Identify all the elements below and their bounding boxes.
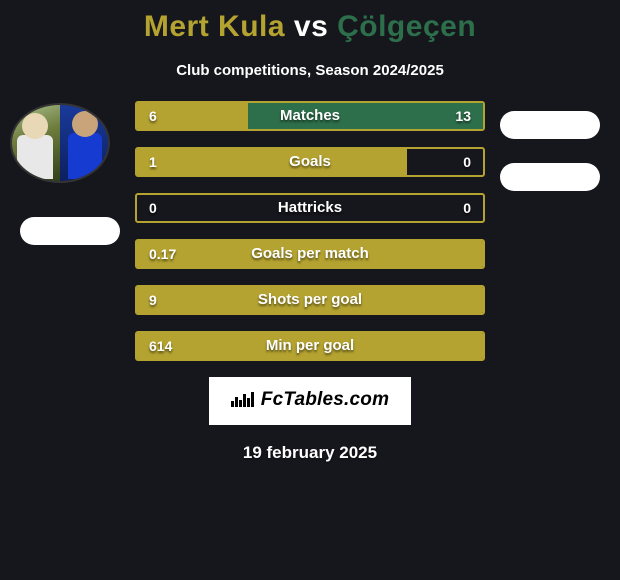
comparison-card: Mert Kula vs Çölgeçen Club competitions,…	[0, 0, 620, 580]
stat-row: 9Shots per goal	[135, 285, 485, 315]
avatar-half-right	[60, 105, 108, 181]
title-vs: vs	[294, 10, 328, 43]
subtitle: Club competitions, Season 2024/2025	[0, 62, 620, 79]
avatar-player1	[10, 103, 110, 183]
title: Mert Kula vs Çölgeçen	[0, 10, 620, 44]
fctables-logo: FcTables.com	[209, 377, 411, 425]
name-badge-player2	[500, 163, 600, 191]
avatar-half-left	[12, 105, 60, 181]
logo-text: FcTables.com	[261, 389, 389, 410]
body: 6Matches131Goals00Hattricks00.17Goals pe…	[0, 101, 620, 361]
stat-label: Hattricks	[137, 195, 483, 221]
stat-row: 614Min per goal	[135, 331, 485, 361]
stat-row: 6Matches13	[135, 101, 485, 131]
stat-rows: 6Matches131Goals00Hattricks00.17Goals pe…	[135, 101, 485, 361]
avatar-placeholder-player2	[500, 111, 600, 139]
title-player2: Çölgeçen	[337, 10, 476, 43]
stat-label: Goals per match	[137, 241, 483, 267]
date-text: 19 february 2025	[0, 443, 620, 463]
logo-bars-icon	[231, 391, 255, 413]
stat-label: Goals	[137, 149, 483, 175]
footer: FcTables.com 19 february 2025	[0, 377, 620, 463]
name-badge-player1	[20, 217, 120, 245]
stat-label: Shots per goal	[137, 287, 483, 313]
stat-value-player2: 0	[463, 195, 471, 221]
title-player1: Mert Kula	[144, 10, 285, 43]
stat-value-player2: 0	[463, 149, 471, 175]
stat-row: 1Goals0	[135, 147, 485, 177]
stat-label: Matches	[137, 103, 483, 129]
stat-row: 0.17Goals per match	[135, 239, 485, 269]
stat-row: 0Hattricks0	[135, 193, 485, 223]
stat-label: Min per goal	[137, 333, 483, 359]
stat-value-player2: 13	[455, 103, 471, 129]
